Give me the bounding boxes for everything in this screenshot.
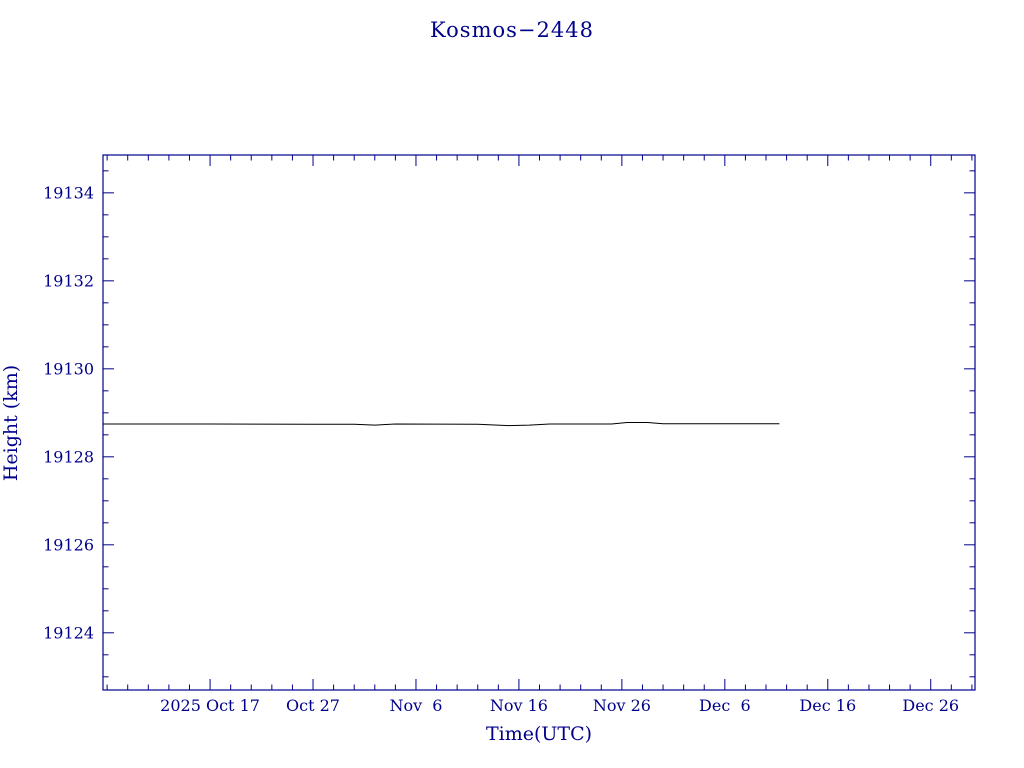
x-tick-label: 2025 Oct 17 — [160, 696, 260, 715]
y-tick-label: 19126 — [43, 535, 94, 554]
plot-area: 2025 Oct 17 Oct 27 Nov 6 Nov 16 Nov 26 Dec 6 D… — [43, 154, 976, 715]
y-tick-label: 19130 — [43, 359, 94, 378]
x-axis-label: Time(UTC) — [486, 723, 592, 745]
x-tick-label: Nov 6 — [389, 696, 442, 715]
x-tick-label: Nov 16 — [490, 696, 548, 715]
chart-title: Kosmos−2448 — [430, 18, 594, 42]
x-tick-label: Dec 6 — [699, 696, 751, 715]
x-tick-label: Dec 26 — [902, 696, 959, 715]
x-tick-label: Oct 27 — [286, 696, 340, 715]
y-tick-label: 19132 — [43, 271, 94, 290]
height-series-line — [103, 422, 780, 427]
y-axis-label: Height (km) — [0, 365, 22, 481]
y-tick-label: 19128 — [43, 447, 94, 466]
y-tick-label: 19134 — [43, 183, 94, 202]
y-tick-label: 19124 — [43, 623, 94, 642]
plot-frame — [102, 154, 976, 691]
x-tick-label: Dec 16 — [799, 696, 856, 715]
x-tick-label: Nov 26 — [593, 696, 651, 715]
